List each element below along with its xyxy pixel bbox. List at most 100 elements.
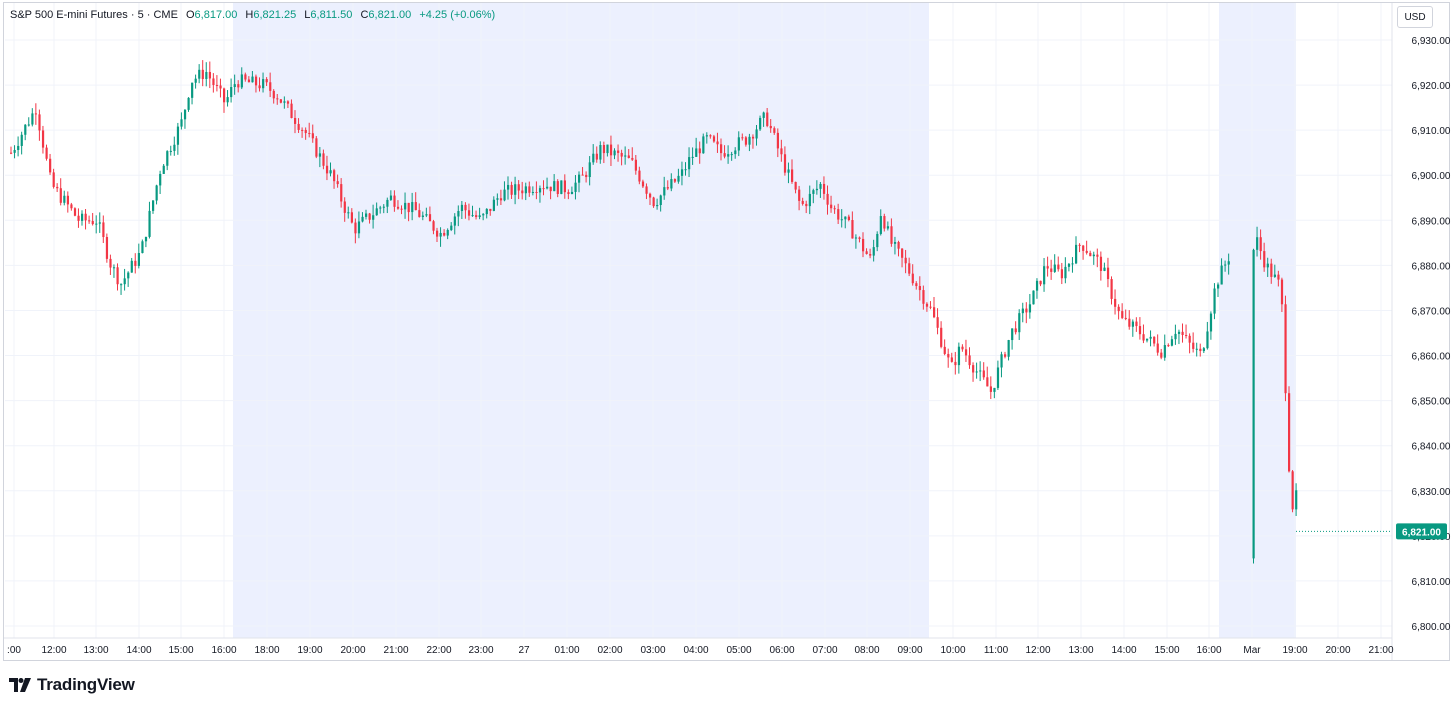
candle-down bbox=[908, 257, 911, 277]
candle-down bbox=[1096, 248, 1099, 268]
candle-down bbox=[1270, 258, 1273, 284]
candle-up bbox=[546, 177, 549, 190]
candle-down bbox=[837, 203, 840, 225]
candle-up bbox=[1000, 351, 1003, 378]
candle-down bbox=[549, 186, 552, 200]
candle-down bbox=[1291, 470, 1294, 513]
candle-up bbox=[187, 97, 190, 112]
candle-up bbox=[1163, 334, 1166, 361]
candle-down bbox=[925, 302, 929, 312]
candle-up bbox=[283, 96, 286, 109]
candle-up bbox=[13, 145, 16, 159]
candle-up bbox=[759, 115, 762, 131]
candle-up bbox=[230, 78, 233, 103]
candle-up bbox=[120, 283, 123, 295]
x-tick-label: 11:00 bbox=[984, 645, 1009, 656]
candle-up bbox=[1043, 258, 1046, 292]
x-tick-label: 21:00 bbox=[383, 645, 408, 656]
candle-down bbox=[237, 80, 240, 93]
candle-up bbox=[347, 206, 350, 219]
candle-up bbox=[460, 201, 464, 220]
candle-up bbox=[705, 132, 708, 144]
candle-down bbox=[219, 78, 222, 98]
candle-up bbox=[176, 122, 180, 155]
candle-up bbox=[365, 209, 368, 220]
candle-up bbox=[496, 193, 499, 206]
candle-down bbox=[783, 146, 787, 176]
candle-down bbox=[432, 219, 435, 235]
candle-up bbox=[382, 204, 385, 214]
candle-up bbox=[677, 168, 680, 184]
candle-down bbox=[851, 211, 854, 239]
x-tick-label: 14:00 bbox=[1111, 645, 1136, 656]
y-tick-label: 6,840.00 bbox=[1412, 442, 1451, 453]
candle-up bbox=[503, 181, 506, 202]
candle-up bbox=[737, 131, 740, 157]
candle-down bbox=[467, 203, 471, 221]
x-tick-label: 22:00 bbox=[426, 645, 451, 656]
candle-up bbox=[670, 173, 673, 192]
candle-up bbox=[879, 209, 882, 236]
candle-up bbox=[457, 205, 460, 227]
tradingview-logo[interactable]: TradingView bbox=[9, 675, 135, 695]
candle-up bbox=[478, 207, 481, 220]
candle-up bbox=[812, 188, 815, 204]
candle-down bbox=[1153, 336, 1156, 347]
candle-down bbox=[645, 183, 648, 200]
candle-down bbox=[1050, 259, 1053, 280]
candle-up bbox=[233, 74, 236, 95]
candle-up bbox=[1295, 483, 1298, 517]
candle-down bbox=[1121, 303, 1124, 320]
candle-down bbox=[641, 179, 645, 189]
y-tick-label: 6,830.00 bbox=[1412, 487, 1451, 498]
candle-up bbox=[1149, 330, 1152, 347]
candle-down bbox=[773, 126, 776, 135]
session-shade bbox=[1219, 3, 1296, 638]
candle-down bbox=[972, 362, 975, 382]
candle-up bbox=[180, 112, 183, 130]
symbol-title: S&P 500 E-mini Futures · 5 · CME bbox=[10, 9, 178, 21]
x-tick-label: 10:00 bbox=[940, 645, 965, 656]
candle-down bbox=[631, 147, 634, 162]
candle-down bbox=[336, 174, 339, 188]
candle-up bbox=[840, 209, 843, 228]
candle-up bbox=[127, 271, 130, 287]
candle-up bbox=[688, 147, 691, 178]
candle-up bbox=[1103, 262, 1106, 272]
candle-up bbox=[198, 64, 201, 84]
candle-down bbox=[1192, 332, 1195, 353]
candle-down bbox=[418, 203, 421, 218]
candle-down bbox=[556, 179, 559, 198]
candle-down bbox=[617, 144, 620, 162]
candle-down bbox=[634, 154, 637, 175]
candle-up bbox=[727, 145, 730, 164]
low-label: L bbox=[304, 9, 311, 21]
x-tick-label: 16:00 bbox=[211, 645, 236, 656]
candle-down bbox=[982, 362, 985, 380]
candle-down bbox=[297, 118, 300, 133]
candle-up bbox=[730, 151, 733, 161]
x-tick-label: 13:00 bbox=[1068, 645, 1093, 656]
candle-down bbox=[822, 176, 826, 200]
candle-down bbox=[535, 181, 538, 200]
candle-down bbox=[49, 153, 52, 175]
candle-up bbox=[482, 212, 485, 221]
candle-down bbox=[954, 351, 957, 375]
candle-down bbox=[294, 110, 297, 134]
candle-up bbox=[421, 211, 424, 221]
candle-up bbox=[876, 231, 879, 252]
candle-down bbox=[769, 119, 772, 133]
candle-down bbox=[1106, 257, 1110, 288]
candle-up bbox=[1053, 254, 1056, 273]
candle-up bbox=[680, 161, 684, 186]
candle-down bbox=[1188, 333, 1191, 354]
candle-down bbox=[1082, 244, 1085, 260]
candle-down bbox=[922, 285, 925, 310]
candle-down bbox=[989, 376, 992, 400]
candle-down bbox=[400, 205, 403, 215]
candle-down bbox=[918, 276, 921, 301]
currency-button[interactable]: USD bbox=[1397, 6, 1433, 28]
candle-up bbox=[1227, 253, 1230, 275]
candle-up bbox=[524, 182, 527, 201]
